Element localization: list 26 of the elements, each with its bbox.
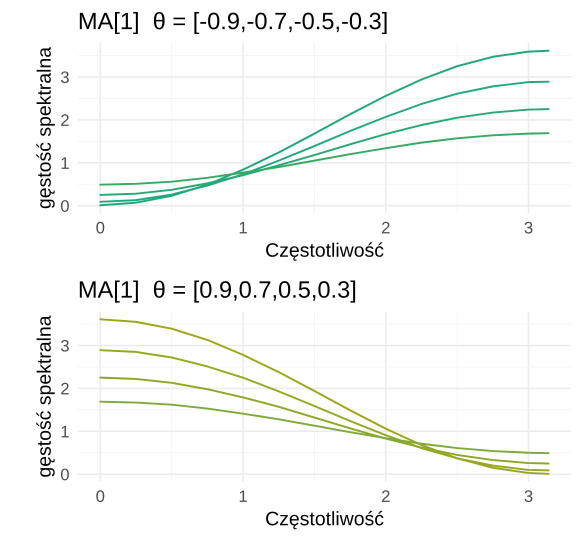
x-tick-label: 1 xyxy=(240,222,247,234)
line-series xyxy=(99,400,550,454)
line-series xyxy=(99,132,550,186)
x-axis-title: Częstotliwość xyxy=(266,510,384,530)
chart-title: MA[1] θ = [-0.9,-0.7,-0.5,-0.3] xyxy=(80,12,387,34)
y-tick-label: 1 xyxy=(62,157,69,169)
y-tick-label: 2 xyxy=(61,382,69,394)
x-tick-label: 1 xyxy=(240,490,247,502)
x-tick-label: 3 xyxy=(524,490,532,502)
line-series xyxy=(99,318,550,475)
x-axis-title: Częstotliwość xyxy=(266,242,384,261)
x-tick-label: 3 xyxy=(524,222,532,234)
x-tick-label: 2 xyxy=(382,490,390,502)
y-tick-label: 3 xyxy=(60,71,69,84)
y-axis-title: gęstość spektralna xyxy=(36,315,55,477)
y-tick-label: 0 xyxy=(60,468,69,480)
x-tick-label: 0 xyxy=(96,222,104,234)
chart-title: MA[1] θ = [0.9,0.7,0.5,0.3] xyxy=(80,280,356,303)
line-series xyxy=(99,50,550,206)
y-tick-label: 2 xyxy=(61,114,69,126)
y-axis-title: gęstość spektralna xyxy=(36,46,55,208)
y-tick-label: 1 xyxy=(62,426,69,438)
y-tick-label: 3 xyxy=(60,340,69,352)
x-tick-label: 0 xyxy=(96,490,104,502)
x-tick-label: 2 xyxy=(382,222,390,234)
y-tick-label: 0 xyxy=(60,200,69,212)
